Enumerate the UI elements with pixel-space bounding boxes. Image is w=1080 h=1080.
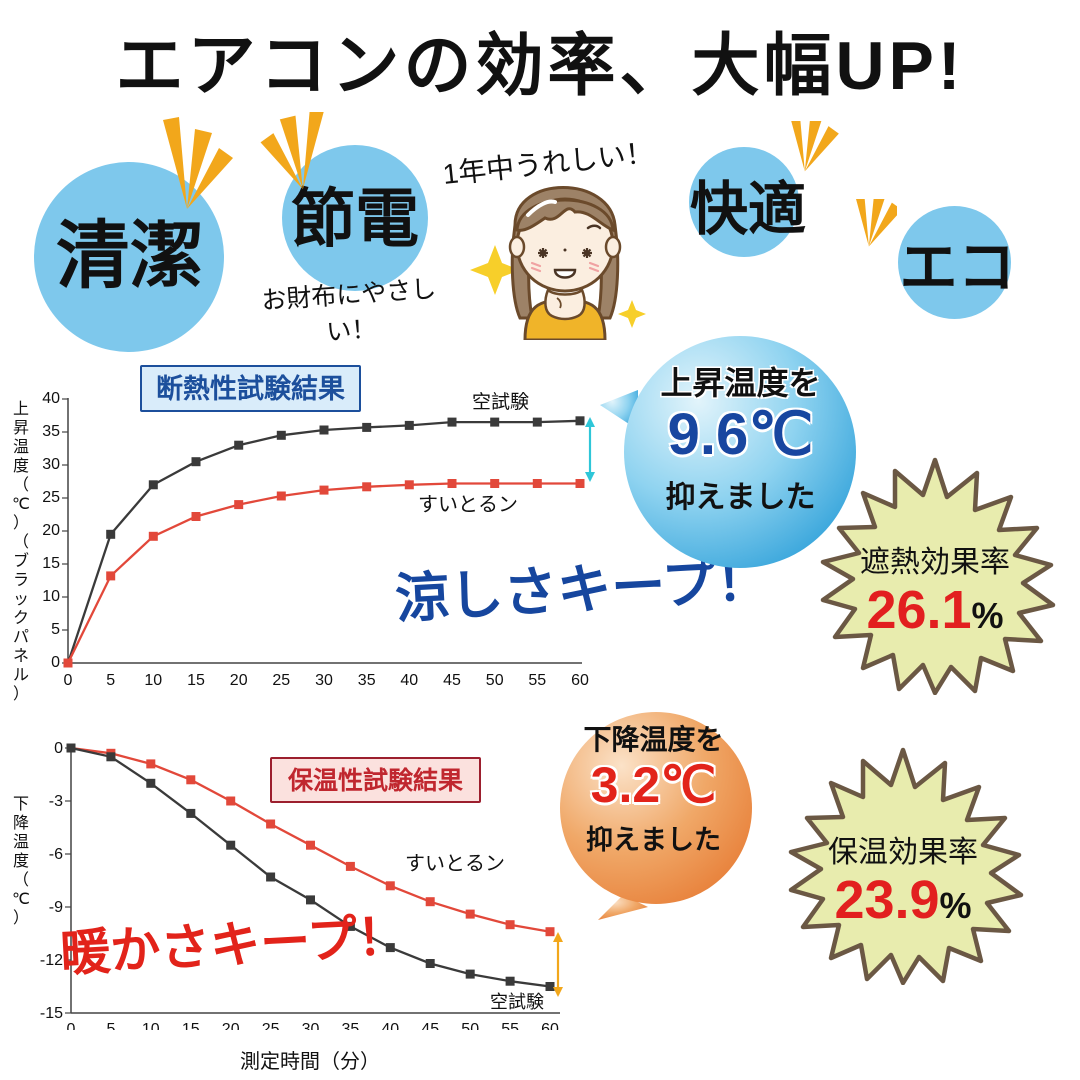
svg-text:-6: -6 <box>49 846 63 863</box>
svg-text:50: 50 <box>486 672 504 689</box>
svg-text:15: 15 <box>182 1021 200 1030</box>
svg-text:10: 10 <box>142 1021 160 1030</box>
svg-text:40: 40 <box>381 1021 399 1030</box>
svg-text:35: 35 <box>358 672 376 689</box>
svg-text:20: 20 <box>230 672 248 689</box>
svg-text:30: 30 <box>42 456 60 473</box>
svg-text:10: 10 <box>144 672 162 689</box>
svg-text:30: 30 <box>315 672 333 689</box>
svg-text:-15: -15 <box>40 1005 63 1022</box>
svg-text:0: 0 <box>54 740 63 757</box>
svg-text:25: 25 <box>272 672 290 689</box>
svg-text:55: 55 <box>501 1021 519 1030</box>
svg-text:5: 5 <box>51 621 60 638</box>
svg-text:0: 0 <box>51 654 60 671</box>
svg-text:25: 25 <box>42 489 60 506</box>
svg-text:5: 5 <box>106 672 115 689</box>
svg-text:-3: -3 <box>49 793 63 810</box>
svg-text:55: 55 <box>528 672 546 689</box>
svg-text:40: 40 <box>400 672 418 689</box>
svg-text:15: 15 <box>187 672 205 689</box>
svg-text:45: 45 <box>443 672 461 689</box>
svg-text:60: 60 <box>541 1021 559 1030</box>
svg-text:60: 60 <box>571 672 589 689</box>
svg-text:15: 15 <box>42 555 60 572</box>
svg-text:50: 50 <box>461 1021 479 1030</box>
svg-text:20: 20 <box>42 522 60 539</box>
svg-text:10: 10 <box>42 588 60 605</box>
svg-text:40: 40 <box>42 390 60 407</box>
svg-text:0: 0 <box>67 1021 76 1030</box>
svg-text:5: 5 <box>106 1021 115 1030</box>
svg-text:20: 20 <box>222 1021 240 1030</box>
svg-text:35: 35 <box>342 1021 360 1030</box>
svg-text:30: 30 <box>302 1021 320 1030</box>
svg-text:25: 25 <box>262 1021 280 1030</box>
svg-text:0: 0 <box>64 672 73 689</box>
svg-text:45: 45 <box>421 1021 439 1030</box>
svg-text:35: 35 <box>42 423 60 440</box>
